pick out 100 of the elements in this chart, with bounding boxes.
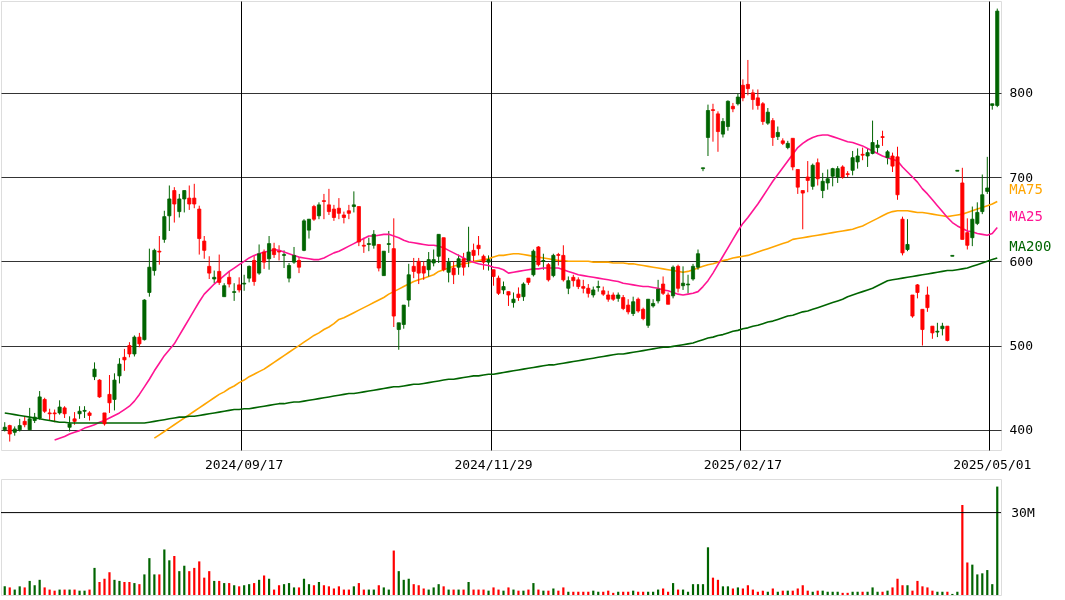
bar [472,589,475,595]
candlestick [980,174,985,215]
bar [537,589,540,595]
bar [233,585,236,595]
candlestick [172,186,177,224]
bar [38,579,41,595]
y-tick-label: 400 [1009,422,1033,438]
bar [223,583,226,595]
bar [442,586,445,595]
bar [896,578,899,595]
candlestick [521,281,526,302]
bar [921,586,924,595]
bar [253,583,256,595]
line-series [53,134,999,441]
candlestick [376,243,381,272]
bar [123,581,126,595]
bar [512,589,515,595]
candlestick [217,254,222,286]
bar [736,587,740,595]
candlestick [287,262,292,283]
bar [357,583,360,595]
bar [8,587,11,595]
candlestick [341,211,346,224]
bar [881,591,884,595]
ref-line-label: 30M [1011,504,1035,520]
bar [148,558,151,595]
bar [876,591,879,595]
bar [731,588,735,595]
candlestick [446,257,451,283]
bar [163,549,166,595]
candlestick [661,275,666,296]
bar [168,560,171,595]
bar [18,586,21,595]
bar [103,578,106,595]
bar [871,587,874,595]
candlestick [252,254,257,287]
candlestick [551,253,556,278]
bar [208,571,211,595]
bar [971,564,974,595]
bar [467,581,470,595]
bar [891,587,894,595]
bar [138,584,141,595]
bar [198,561,201,595]
candlestick [97,378,102,399]
candlestick [456,254,461,276]
bar [397,571,400,595]
bar [292,587,296,595]
bar [248,584,251,595]
bar [178,571,181,595]
bar [243,585,246,595]
bar [562,587,565,595]
candlestick [451,260,456,285]
bar [258,579,261,595]
bar [437,584,440,595]
candlestick [676,264,681,293]
candlestick [122,348,127,372]
candlestick [107,374,112,414]
bar [746,585,749,595]
candlestick [202,235,207,260]
bar [392,550,395,595]
candlestick [681,265,686,291]
bar [377,585,380,595]
candlestick [112,372,117,411]
bar [277,585,281,595]
candlestick [760,101,765,126]
bar [327,586,331,595]
bar [961,505,964,595]
candlestick [321,193,326,220]
bar [402,579,405,595]
candlestick [272,242,277,259]
bar [671,583,675,595]
candlestick [282,249,287,269]
bar [133,583,136,595]
bar [158,574,161,595]
bar [801,585,804,595]
candlestick [157,235,162,266]
bar [23,587,26,595]
candlestick [730,102,735,113]
bar [88,589,91,595]
bar [966,562,969,595]
bar [527,589,530,595]
candlestick [925,286,930,313]
bar [696,584,700,595]
candlestick [920,308,925,347]
bar [502,590,505,595]
candlestick [800,190,805,230]
candlestick [292,246,297,265]
candlestick [346,204,351,220]
bar [78,590,81,595]
bar [911,590,914,595]
bar [412,584,415,595]
bar [507,587,510,595]
y-tick-label: 800 [1009,85,1033,101]
candlestick [531,249,536,277]
bar [996,486,999,595]
bar [68,589,71,595]
bar [906,585,909,595]
bar [33,585,36,595]
candlestick [795,168,800,195]
bar [517,590,520,595]
